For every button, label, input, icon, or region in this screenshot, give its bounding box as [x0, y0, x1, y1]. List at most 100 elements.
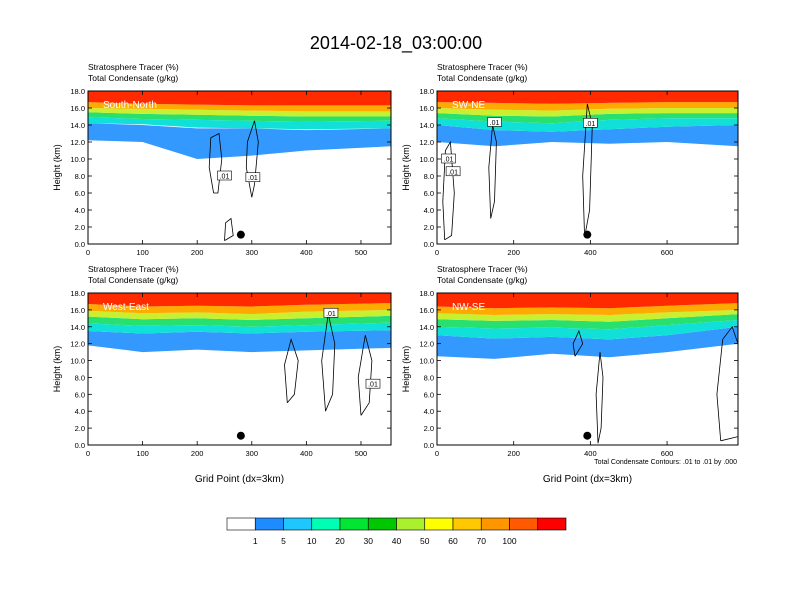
colorbar-swatch — [424, 517, 454, 531]
colorbar-swatch — [509, 517, 539, 531]
y-axis-label: Height (km) — [401, 346, 411, 393]
colorbar-swatch — [537, 517, 567, 531]
tracer-band-30 — [88, 112, 391, 122]
contour-label: .01 — [368, 382, 378, 389]
tracer-band-30 — [437, 314, 738, 330]
tracer-band-70 — [88, 303, 391, 315]
tracer-band-100 — [88, 293, 391, 307]
y-tick-label: 12.0 — [419, 340, 434, 349]
y-tick-label: 10.0 — [70, 357, 85, 366]
colorbar-swatch — [452, 517, 482, 531]
x-tick-label: 400 — [300, 449, 313, 458]
location-marker — [583, 230, 592, 239]
tracer-band-10 — [88, 117, 391, 130]
panel-label: West-East — [103, 302, 149, 313]
contour-label: .01 — [444, 157, 454, 164]
y-tick-label: 16.0 — [419, 306, 434, 315]
tracer-band-100 — [88, 91, 391, 106]
y-tick-label: 18.0 — [70, 289, 85, 298]
x-tick-label: 0 — [86, 449, 90, 458]
colorbar-label: 50 — [420, 536, 430, 546]
y-tick-label: 2.0 — [75, 223, 85, 232]
y-tick-label: 16.0 — [70, 104, 85, 113]
y-tick-label: 12.0 — [70, 340, 85, 349]
y-tick-label: 14.0 — [419, 323, 434, 332]
condensate-contour — [208, 132, 223, 194]
contour-label-box — [323, 307, 339, 318]
condensate-contour — [284, 337, 299, 404]
colorbar-swatch — [367, 517, 397, 531]
plot-frame — [87, 292, 392, 446]
colorbar-label: 70 — [477, 536, 487, 546]
y-tick-label: 4.0 — [75, 407, 85, 416]
y-tick-label: 12.0 — [419, 138, 434, 147]
colorbar-label: 30 — [364, 536, 374, 546]
contour-label: .01 — [490, 120, 500, 127]
x-tick-label: 0 — [435, 449, 439, 458]
contour-label: .01 — [326, 311, 336, 318]
x-tick-label: 0 — [86, 248, 90, 257]
colorbar-label: 40 — [392, 536, 402, 546]
y-tick-label: 8.0 — [75, 172, 85, 181]
colorbar-swatch — [311, 517, 341, 531]
panel-label: NW-SE — [452, 302, 485, 313]
tracer-band-1 — [88, 123, 391, 159]
panel-south-north: .01 .01 South-North 0.0 2.0 4.0 6.0 8.0 10.0 12.0… — [52, 62, 392, 257]
x-tick-label: 100 — [136, 449, 149, 458]
x-tick-label: 200 — [191, 449, 204, 458]
y-tick-label: 18.0 — [419, 289, 434, 298]
x-tick-label: 200 — [191, 248, 204, 257]
y-tick-label: 6.0 — [75, 390, 85, 399]
tracer-band-1 — [437, 326, 738, 359]
colorbar-swatch — [254, 517, 284, 531]
contour-label-box — [583, 118, 598, 128]
y-tick-label: 6.0 — [424, 189, 434, 198]
y-tick-label: 2.0 — [424, 424, 434, 433]
tracer-band-1 — [88, 330, 391, 353]
tracer-band-1 — [437, 125, 738, 147]
x-axis-label: Grid Point (dx=3km) — [195, 474, 284, 485]
panel-nw-se: NW-SE 0.0 2.0 4.0 6.0 8.0 10.0 12.0 14.0 16.0 18.0… — [401, 264, 739, 485]
y-tick-label: 10.0 — [419, 357, 434, 366]
contour-label: .01 — [586, 121, 596, 128]
y-tick-label: 18.0 — [70, 87, 85, 96]
condensate-contour — [357, 335, 373, 416]
plot-frame — [87, 90, 392, 245]
colorbar-swatch — [226, 517, 256, 531]
x-tick-label: 400 — [584, 248, 597, 257]
x-tick-label: 500 — [355, 248, 368, 257]
y-tick-label: 0.0 — [424, 240, 434, 249]
panels-group: .01 .01 South-North 0.0 2.0 4.0 6.0 8.0 10.0 12.0… — [52, 62, 739, 485]
x-tick-label: 200 — [507, 449, 520, 458]
y-tick-label: 8.0 — [75, 373, 85, 382]
y-tick-label: 0.0 — [424, 441, 434, 450]
contour-footnote: Total Condensate Contours: .01 to .01 by… — [594, 459, 737, 466]
y-tick-label: 2.0 — [75, 424, 85, 433]
tracer-band-50 — [437, 309, 738, 322]
x-tick-label: 400 — [300, 248, 313, 257]
y-tick-label: 18.0 — [419, 87, 434, 96]
condensate-contour — [442, 140, 455, 241]
tracer-band-10 — [88, 322, 391, 334]
colorbar-label: 20 — [335, 536, 345, 546]
contour-label: .01 — [220, 174, 230, 181]
x-tick-label: 300 — [246, 248, 259, 257]
y-tick-label: 0.0 — [75, 441, 85, 450]
tracer-band-100 — [437, 91, 738, 104]
subtitle-tracer: Stratosphere Tracer (%) — [88, 264, 179, 274]
y-axis-label: Height (km) — [52, 346, 62, 393]
tracer-band-50 — [88, 309, 391, 320]
tracer-band-10 — [437, 320, 738, 340]
colorbar-label: 100 — [502, 536, 516, 546]
condensate-contour — [595, 352, 604, 444]
subtitle-condensate: Total Condensate (g/kg) — [88, 275, 178, 285]
contour-label-box — [365, 378, 381, 389]
y-tick-label: 0.0 — [75, 240, 85, 249]
tracer-band-100 — [437, 293, 738, 309]
tracer-band-30 — [88, 315, 391, 327]
panel-label: SW-NE — [452, 100, 485, 111]
condensate-contour — [321, 314, 336, 412]
subtitle-tracer: Stratosphere Tracer (%) — [437, 264, 528, 274]
panel-west-east: .01 .01 West-East 0.0 2.0 4.0 6.0 8.0 10.0 12.0 14… — [52, 264, 392, 485]
panel-label: South-North — [103, 100, 157, 111]
